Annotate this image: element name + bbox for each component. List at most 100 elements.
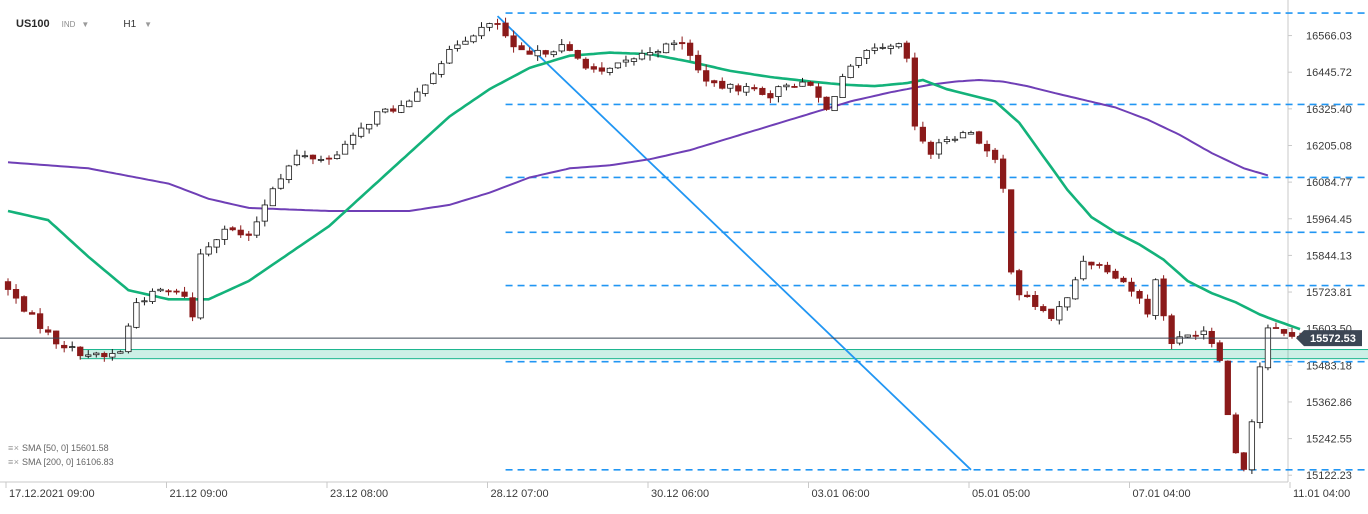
symbol-dropdown-icon[interactable]: ▼ bbox=[81, 19, 90, 29]
candle-body bbox=[879, 46, 886, 49]
candle-body bbox=[333, 154, 341, 159]
candle-body bbox=[703, 70, 710, 82]
candle-body bbox=[1256, 366, 1264, 423]
sma200-settings-icon[interactable]: ≡ × bbox=[8, 457, 19, 467]
candle-body bbox=[173, 290, 180, 293]
support-zone[interactable] bbox=[79, 349, 1368, 360]
candle-body bbox=[1008, 189, 1015, 273]
y-tick-label: 15483.18 bbox=[1306, 360, 1352, 372]
candle-body bbox=[959, 132, 967, 139]
candle-body bbox=[45, 329, 52, 333]
y-tick-label: 16325.40 bbox=[1306, 104, 1352, 116]
candle-body bbox=[991, 149, 999, 160]
y-tick-label: 15122.23 bbox=[1306, 470, 1352, 482]
candle-body bbox=[1232, 414, 1239, 454]
x-tick-label: 21.12 09:00 bbox=[170, 488, 228, 500]
x-tick-label: 11.01 04:00 bbox=[1293, 488, 1350, 500]
candle-body bbox=[783, 84, 790, 88]
candle-body bbox=[815, 86, 822, 98]
candle-body bbox=[325, 157, 333, 160]
candle-body bbox=[366, 123, 373, 130]
candle-body bbox=[165, 290, 172, 293]
sma200-line bbox=[7, 78, 1269, 212]
candle-body bbox=[711, 80, 718, 84]
candle-body bbox=[1080, 260, 1087, 280]
candle-body bbox=[887, 45, 894, 49]
candle-body bbox=[1016, 270, 1023, 296]
candle-body bbox=[935, 142, 943, 155]
candle-body bbox=[695, 54, 702, 71]
trendline[interactable] bbox=[496, 15, 972, 471]
candle-body bbox=[847, 65, 854, 79]
candle-body bbox=[1104, 264, 1111, 273]
candle-body bbox=[101, 352, 108, 358]
candle-body bbox=[390, 108, 397, 112]
candle-body bbox=[799, 81, 806, 87]
candle-body bbox=[28, 312, 36, 315]
timeframe-dropdown-icon[interactable]: ▼ bbox=[144, 19, 153, 29]
candle-body bbox=[1216, 342, 1223, 361]
candle-body bbox=[438, 63, 445, 75]
y-tick-label: 16445.72 bbox=[1306, 67, 1352, 79]
candle-body bbox=[1272, 327, 1280, 329]
candle-body bbox=[85, 354, 92, 357]
candle-body bbox=[277, 178, 284, 189]
candle-body bbox=[430, 73, 437, 84]
candle-body bbox=[1248, 421, 1256, 471]
candle-body bbox=[975, 131, 983, 144]
candle-body bbox=[646, 52, 654, 56]
candle-body bbox=[1184, 334, 1191, 338]
candle-body bbox=[1096, 264, 1103, 266]
candle-body bbox=[863, 49, 870, 59]
candle-body bbox=[1048, 308, 1055, 319]
candle-body bbox=[1088, 261, 1095, 266]
candle-body bbox=[1024, 294, 1031, 298]
sma50-settings-icon[interactable]: ≡ × bbox=[8, 443, 19, 453]
candle-body bbox=[831, 95, 838, 112]
y-tick-label: 15844.13 bbox=[1306, 250, 1352, 262]
legend-sma200[interactable]: ≡ × SMA [200, 0] 16106.83 bbox=[8, 456, 114, 468]
candle-body bbox=[927, 141, 935, 155]
candle-body bbox=[486, 23, 493, 28]
candle-body bbox=[157, 288, 164, 292]
candle-body bbox=[1264, 327, 1272, 369]
candle-body bbox=[197, 253, 204, 319]
candle-body bbox=[911, 57, 918, 127]
x-tick-label: 17.12.2021 09:00 bbox=[9, 488, 95, 500]
y-tick-label: 16205.08 bbox=[1306, 140, 1352, 152]
legend-sma50[interactable]: ≡ × SMA [50, 0] 15601.58 bbox=[8, 442, 109, 454]
candle-body bbox=[678, 42, 686, 45]
candle-body bbox=[1144, 298, 1151, 315]
timeframe-label: H1 bbox=[123, 18, 137, 30]
candle-body bbox=[542, 50, 549, 55]
candle-body bbox=[670, 42, 678, 45]
candle-body bbox=[751, 87, 758, 90]
candle-body bbox=[630, 58, 638, 62]
candle-body bbox=[1032, 295, 1039, 307]
candle-body bbox=[205, 246, 212, 255]
candle-body bbox=[590, 66, 597, 70]
candle-body bbox=[149, 290, 156, 302]
candle-body bbox=[141, 300, 148, 303]
candle-body bbox=[1192, 334, 1199, 337]
candle-body bbox=[727, 83, 734, 89]
candle-body bbox=[558, 44, 565, 52]
candle-body bbox=[1112, 270, 1119, 279]
candle-body bbox=[855, 57, 862, 66]
x-tick-label: 28.12 07:00 bbox=[491, 488, 549, 500]
candle-body bbox=[245, 233, 252, 236]
candle-body bbox=[638, 52, 646, 60]
candle-body bbox=[719, 80, 726, 89]
candle-body bbox=[1120, 277, 1127, 283]
candle-body bbox=[1064, 297, 1071, 308]
candle-body bbox=[494, 23, 501, 25]
candle-body bbox=[775, 86, 782, 97]
candle-body bbox=[53, 330, 60, 345]
candle-body bbox=[1072, 279, 1079, 300]
symbol-label: US100 bbox=[16, 18, 50, 30]
candle-body bbox=[221, 228, 228, 240]
candle-body bbox=[687, 42, 694, 56]
candle-body bbox=[1040, 306, 1047, 312]
